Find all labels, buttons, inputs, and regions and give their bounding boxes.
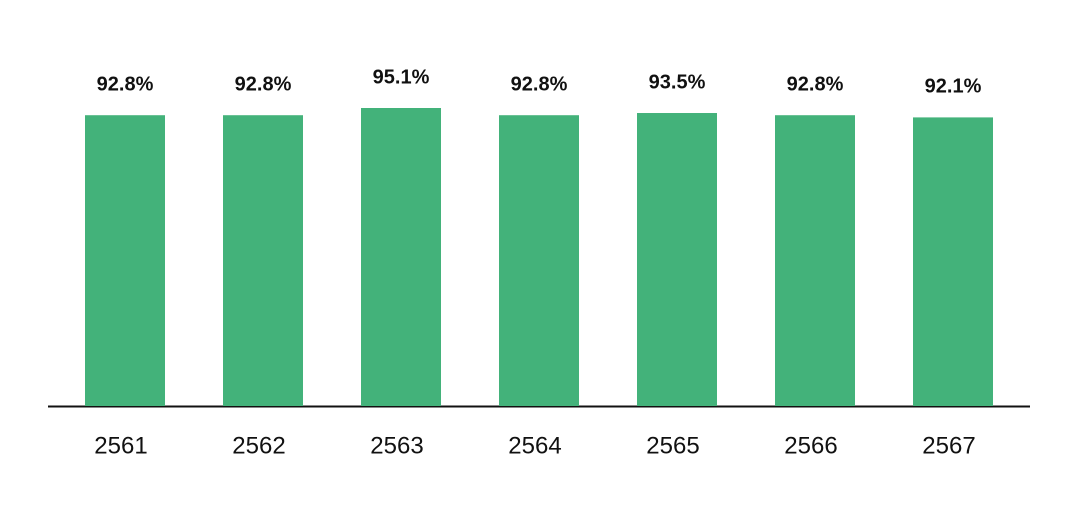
x-tick-label: 2563 — [370, 432, 423, 459]
bar — [361, 108, 441, 406]
value-label: 92.8% — [97, 73, 154, 95]
x-tick-label: 2567 — [922, 432, 975, 459]
value-label: 92.8% — [235, 73, 292, 95]
x-tick-label: 2566 — [784, 432, 837, 459]
x-tick-label: 2564 — [508, 432, 561, 459]
bar — [223, 115, 303, 406]
value-label: 95.1% — [373, 66, 430, 88]
x-tick-label: 2561 — [94, 432, 147, 459]
value-label: 92.8% — [787, 73, 844, 95]
bar — [637, 113, 717, 406]
x-tick-label: 2562 — [232, 432, 285, 459]
value-label: 92.8% — [511, 73, 568, 95]
bar — [499, 115, 579, 406]
x-tick-label: 2565 — [646, 432, 699, 459]
bar — [85, 115, 165, 406]
bar — [913, 117, 993, 406]
value-label: 92.1% — [925, 76, 982, 98]
bar — [775, 115, 855, 406]
value-label: 93.5% — [649, 71, 706, 93]
